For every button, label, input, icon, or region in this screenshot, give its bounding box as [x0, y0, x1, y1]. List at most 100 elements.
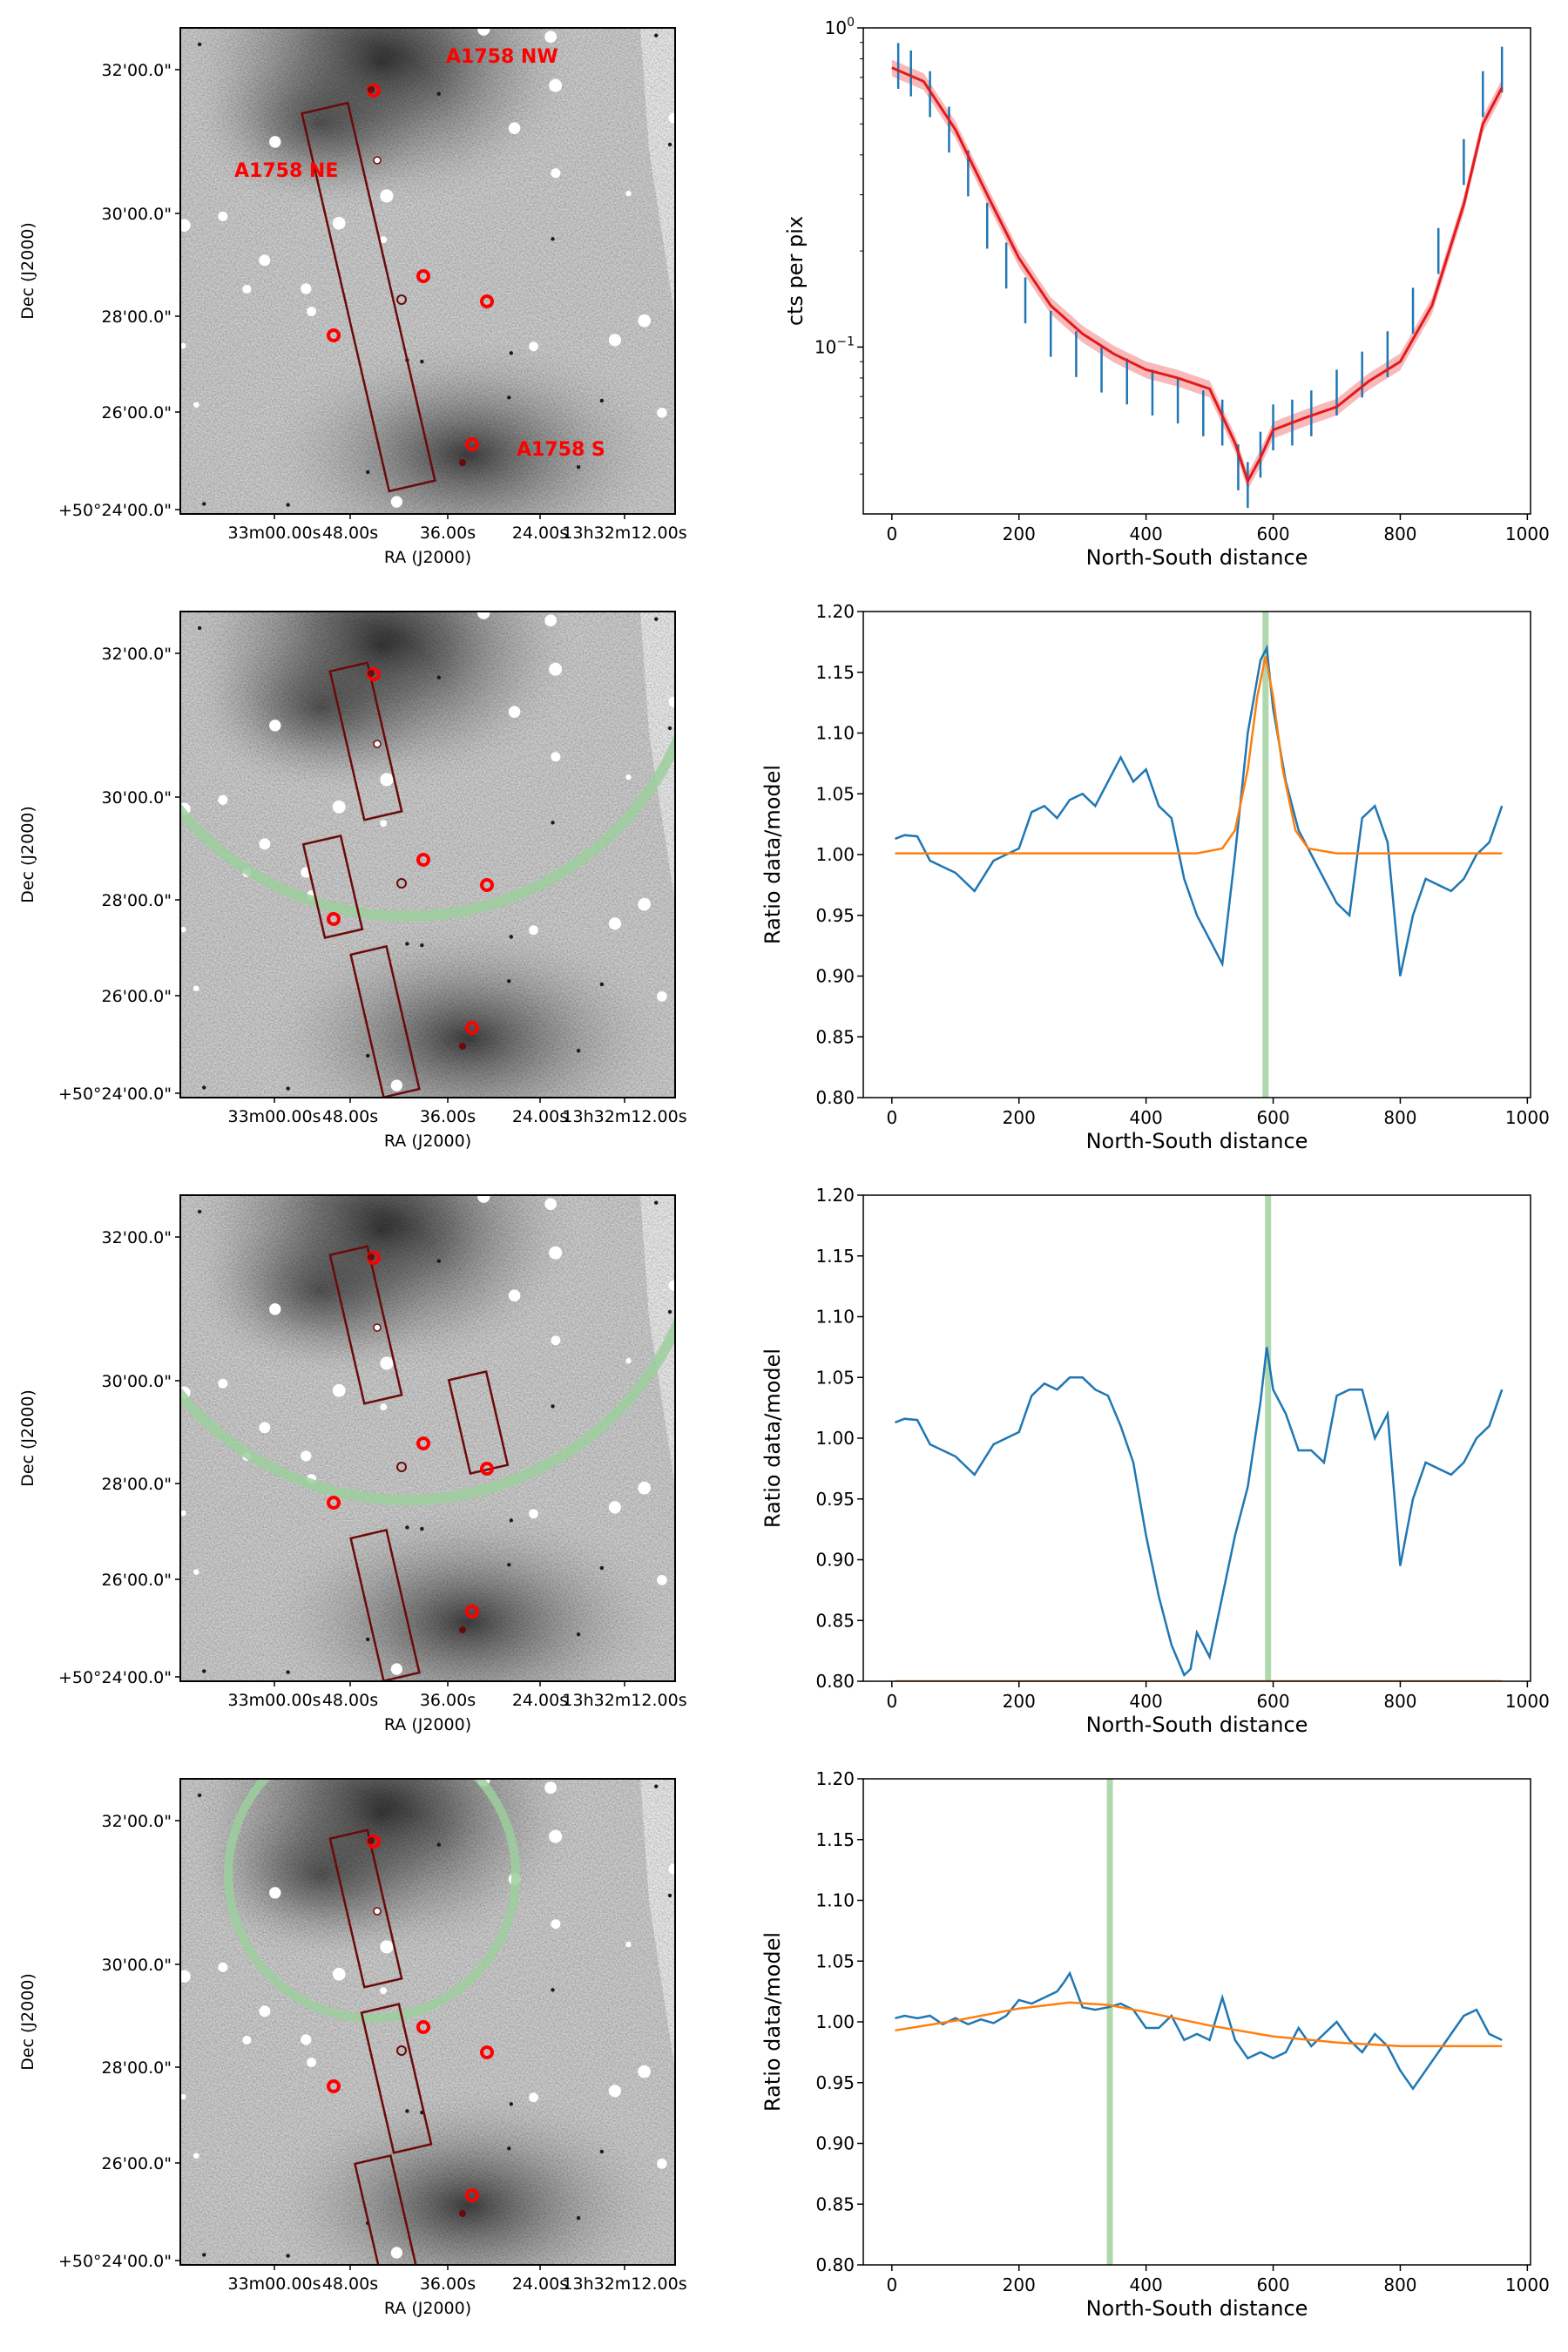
x-tick-label: 1000	[1505, 2274, 1550, 2295]
point-source	[509, 351, 514, 355]
ra-tick-label: 13h32m12.00s	[562, 524, 686, 543]
red-point-source-marker	[465, 1021, 479, 1035]
masked-point-source	[477, 1195, 490, 1203]
point-source	[286, 503, 290, 507]
red-point-source-marker	[480, 2045, 494, 2059]
masked-point-source	[193, 402, 199, 409]
y-tick-label: 1.05	[815, 783, 855, 804]
point-source	[507, 2146, 511, 2151]
ra-tick-label: 36.00s	[420, 2274, 476, 2294]
masked-point-source	[332, 1383, 346, 1397]
masked-point-source	[380, 820, 388, 828]
point-source	[599, 2149, 605, 2154]
x-tick-label: 200	[1003, 1107, 1036, 1128]
y-tick-label: 1.15	[815, 662, 855, 683]
bcg-marker	[368, 1837, 375, 1844]
point-source	[197, 625, 202, 631]
dec-tick-label: +50°24'00.0"	[58, 1668, 172, 1687]
masked-point-source	[657, 2159, 667, 2169]
ra-tick-label: 36.00s	[420, 524, 476, 543]
dec-tick-label: 30'00.0"	[102, 1956, 172, 1975]
plot-frame	[862, 1194, 1531, 1682]
masked-point-source	[508, 706, 521, 718]
masked-point-source	[529, 2092, 538, 2103]
masked-point-source	[259, 1422, 271, 1434]
shock-front-arc	[180, 732, 675, 922]
x-tick-label: 1000	[1505, 524, 1550, 544]
masked-point-source	[307, 307, 316, 316]
masked-point-source	[390, 496, 403, 508]
bcg-marker	[368, 670, 375, 677]
point-source	[507, 395, 511, 400]
masked-point-source	[625, 1941, 632, 1948]
y-tick-label: 100	[825, 16, 855, 38]
masked-point-source	[193, 2153, 199, 2159]
masked-point-source	[193, 985, 199, 992]
point-source	[507, 979, 511, 983]
masked-point-source	[390, 1663, 403, 1675]
x-tick-label: 600	[1256, 2274, 1289, 2295]
dec-tick-label: 28'00.0"	[102, 1475, 172, 1494]
red-point-source-marker	[416, 269, 430, 283]
y-tick-label: 0.90	[815, 1550, 855, 1571]
red-point-source-marker	[465, 437, 479, 451]
masked-point-source	[301, 2034, 312, 2045]
gaussian-fit-line	[895, 656, 1503, 855]
masked-point-source	[544, 1781, 557, 1794]
y-tick-label: 1.15	[815, 1246, 855, 1267]
masked-point-source	[380, 1940, 394, 1954]
cluster-label-ne: A1758 NE	[234, 160, 338, 182]
dec-tick-label: 26'00.0"	[102, 1571, 172, 1590]
point-source	[202, 2253, 206, 2257]
plot-frame	[862, 611, 1531, 1098]
masked-point-source	[529, 341, 538, 352]
dec-tick-label: 26'00.0"	[102, 2154, 172, 2173]
point-source	[576, 2216, 581, 2220]
dec-tick-label: 30'00.0"	[102, 205, 172, 224]
masked-point-source	[657, 1575, 667, 1585]
point-source	[286, 1670, 290, 1674]
y-tick-label: 0.85	[815, 1026, 855, 1047]
masked-point-source	[180, 2093, 186, 2100]
profile-region-box	[328, 661, 403, 821]
masked-point-source	[301, 1450, 312, 1462]
dec-tick-label: +50°24'00.0"	[58, 2252, 172, 2271]
point-source	[667, 1309, 672, 1315]
ra-tick-label: 33m00.00s	[228, 1107, 321, 1126]
y-tick-label: 0.90	[815, 2133, 855, 2154]
point-source	[654, 1200, 659, 1205]
masked-point-source	[668, 112, 675, 124]
masked-point-source	[544, 1198, 557, 1211]
dec-tick-label: 32'00.0"	[102, 1228, 172, 1247]
ra-tick-label: 13h32m12.00s	[562, 1691, 686, 1710]
masked-point-source	[529, 1509, 538, 1519]
point-source	[654, 1784, 659, 1788]
x-axis-label: North-South distance	[1086, 545, 1308, 570]
point-source	[599, 982, 605, 987]
masked-point-source	[380, 1987, 388, 1995]
masked-point-source	[269, 720, 281, 732]
masked-point-source	[332, 1967, 346, 1981]
point-source	[599, 1565, 605, 1571]
ratio-line	[895, 1970, 1503, 2091]
x-tick-label: 1000	[1505, 1691, 1550, 1712]
profile-region-box	[349, 1528, 421, 1681]
point-source	[436, 675, 441, 679]
masked-point-source	[638, 314, 651, 328]
bcg-marker	[459, 2210, 466, 2217]
dec-tick-label: +50°24'00.0"	[58, 501, 172, 520]
profile-region-box	[328, 1245, 403, 1405]
red-point-source-marker	[327, 2079, 341, 2093]
masked-point-source	[608, 917, 621, 930]
masked-point-source	[551, 168, 561, 179]
dec-tick-label: 28'00.0"	[102, 308, 172, 327]
red-point-source-marker	[480, 294, 494, 308]
x-tick-label: 600	[1256, 524, 1289, 544]
point-source	[667, 1893, 672, 1898]
masked-point-source	[638, 1481, 651, 1495]
red-point-source-marker	[416, 2020, 430, 2034]
y-tick-label: 0.95	[815, 1489, 855, 1510]
gaussian-fit-line	[895, 2001, 1503, 2048]
red-point-source-marker	[480, 878, 494, 892]
